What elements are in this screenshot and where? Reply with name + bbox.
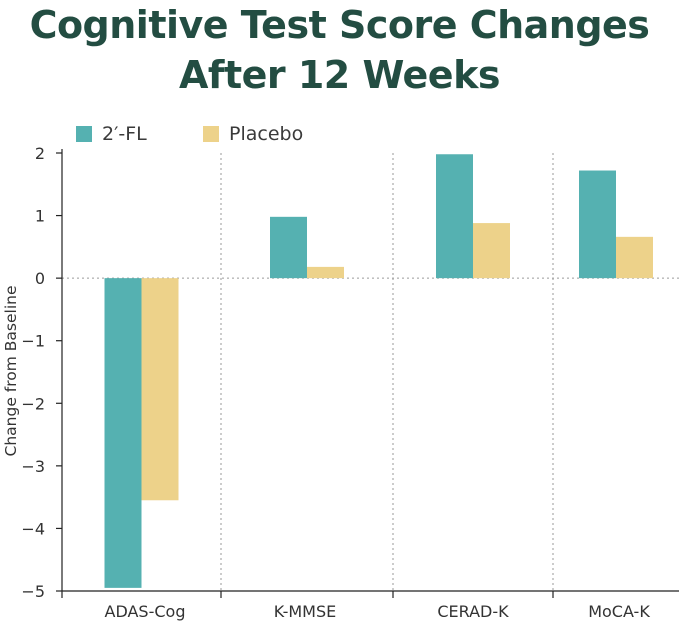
y-axis-label: Change from Baseline — [2, 286, 20, 457]
legend-label-2fl: 2′-FL — [102, 123, 147, 145]
bar-2fl-cerad-k — [436, 154, 473, 279]
bar-placebo-k-mmse — [307, 266, 344, 279]
y-tick-label: −4 — [21, 519, 45, 538]
y-tick-label: −2 — [21, 394, 45, 413]
y-tick-label: −1 — [21, 332, 45, 351]
chart-title-line-1: Cognitive Test Score Changes — [29, 3, 650, 47]
y-tick-label: −3 — [21, 457, 45, 476]
chart-title: Cognitive Test Score Changes After 12 We… — [0, 0, 679, 100]
legend-swatch-placebo — [203, 126, 219, 142]
legend-label-placebo: Placebo — [229, 123, 304, 145]
y-tick-label: 2 — [35, 144, 45, 163]
bar-2fl-adas-cog — [104, 278, 142, 588]
bar-2fl-k-mmse — [270, 216, 307, 279]
x-category-label: K-MMSE — [274, 602, 336, 621]
label-layer: 2 1 0 −1 −2 −3 −4 −5 ADAS-Cog K-MMSE CERAD-K MoCA-K… — [2, 144, 650, 621]
chart-title-line-2: After 12 Weeks — [179, 53, 500, 97]
bars-layer — [104, 154, 653, 588]
bar-2fl-moca-k — [579, 170, 616, 279]
x-category-label: CERAD-K — [437, 602, 509, 621]
x-category-label: MoCA-K — [588, 602, 650, 621]
y-tick-label: 1 — [35, 207, 45, 226]
bar-placebo-cerad-k — [473, 223, 510, 279]
y-tick-label: 0 — [35, 269, 45, 288]
bar-placebo-moca-k — [616, 236, 653, 279]
axis-layer — [56, 149, 679, 598]
legend-swatch-2fl — [76, 126, 92, 142]
x-category-label: ADAS-Cog — [105, 602, 186, 621]
grid-layer — [62, 153, 679, 591]
y-tick-label: −5 — [21, 582, 45, 601]
bar-placebo-adas-cog — [141, 278, 179, 501]
